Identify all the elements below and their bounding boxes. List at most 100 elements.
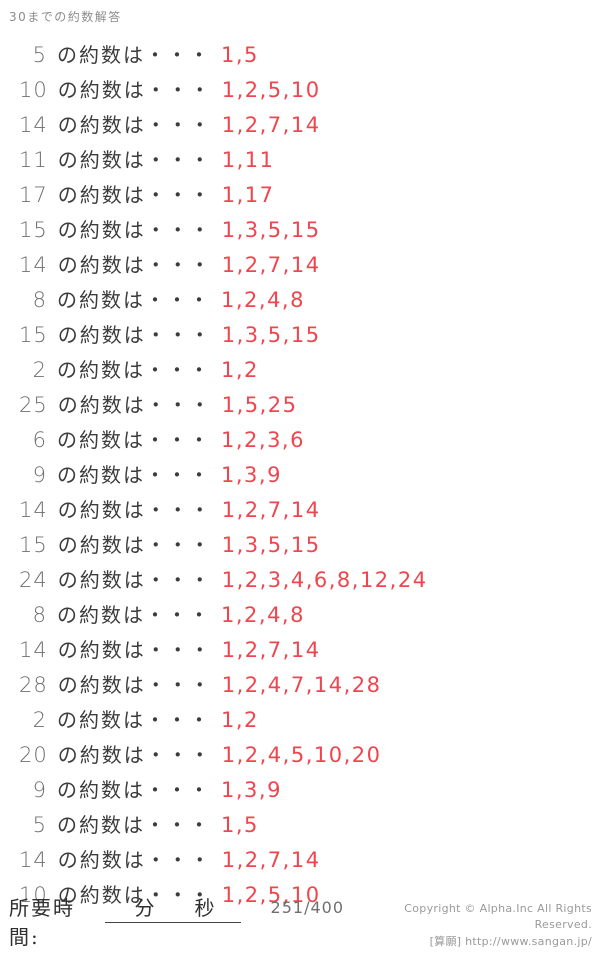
page-title: 30までの約数解答 — [9, 10, 122, 24]
row-answer: 1,2 — [221, 358, 259, 382]
row-number: 15 — [19, 323, 48, 347]
copyright: Copyright © Alpha.Inc All Rights Reserve… — [344, 901, 592, 951]
row-answer: 1,2,4,5,10,20 — [221, 743, 382, 767]
row-label: の約数は・・・ — [57, 848, 212, 872]
page-indicator: 251/400 — [270, 898, 344, 917]
divisor-row: 25 の約数は・・・ 1,5,25 — [0, 388, 600, 423]
divisor-row: 14 の約数は・・・ 1,2,7,14 — [0, 633, 600, 668]
row-label: の約数は・・・ — [57, 253, 212, 277]
row-label: の約数は・・・ — [57, 218, 212, 242]
row-answer: 1,2,4,8 — [221, 603, 305, 627]
row-label: の約数は・・・ — [57, 183, 212, 207]
row-label: の約数は・・・ — [57, 393, 212, 417]
row-number: 20 — [19, 743, 48, 767]
row-number: 2 — [32, 358, 47, 382]
row-number: 25 — [19, 393, 48, 417]
row-label: の約数は・・・ — [57, 813, 211, 837]
row-label: の約数は・・・ — [57, 428, 211, 452]
row-answer: 1,5,25 — [221, 393, 298, 417]
row-number: 14 — [19, 498, 48, 522]
row-number: 10 — [19, 883, 48, 907]
row-answer: 1,2,7,14 — [221, 848, 321, 872]
row-number: 15 — [19, 218, 48, 242]
row-number: 15 — [19, 533, 48, 557]
divisor-row: 15 の約数は・・・ 1,3,5,15 — [0, 318, 600, 353]
row-number: 5 — [32, 813, 47, 837]
row-label: の約数は・・・ — [57, 463, 211, 487]
row-number: 14 — [19, 848, 48, 872]
divisor-row: 11 の約数は・・・ 1,11 — [0, 143, 600, 178]
divisor-list: 5 の約数は・・・ 1,5 10 の約数は・・・ 1,2,5,10 14 の約数… — [0, 38, 600, 913]
row-label: の約数は・・・ — [57, 113, 212, 137]
row-label: の約数は・・・ — [57, 78, 212, 102]
time-required-label: 所要時間: — [9, 896, 75, 949]
row-label: の約数は・・・ — [57, 778, 211, 802]
row-number: 5 — [32, 43, 47, 67]
divisor-row: 10 の約数は・・・ 1,2,5,10 — [0, 878, 600, 913]
row-number: 9 — [32, 778, 47, 802]
time-blank-line: 分 秒 — [104, 892, 241, 923]
row-answer: 1,3,9 — [221, 778, 282, 802]
copyright-line2: [算願] http://www.sangan.jp/ — [429, 934, 592, 948]
row-label: の約数は・・・ — [57, 883, 212, 907]
divisor-row: 14 の約数は・・・ 1,2,7,14 — [0, 248, 600, 283]
divisor-row: 24 の約数は・・・ 1,2,3,4,6,8,12,24 — [0, 563, 600, 598]
row-number: 14 — [19, 638, 48, 662]
row-label: の約数は・・・ — [57, 358, 211, 382]
row-answer: 1,2,7,14 — [221, 498, 321, 522]
time-required-section: 所要時間: 分 秒 251/400 — [9, 892, 344, 950]
row-label: の約数は・・・ — [57, 603, 211, 627]
row-label: の約数は・・・ — [57, 708, 211, 732]
row-number: 9 — [32, 463, 47, 487]
row-label: の約数は・・・ — [57, 43, 211, 67]
divisor-row: 15 の約数は・・・ 1,3,5,15 — [0, 213, 600, 248]
row-answer: 1,3,5,15 — [221, 218, 321, 242]
row-answer: 1,3,5,15 — [221, 323, 321, 347]
row-answer: 1,2,7,14 — [221, 638, 321, 662]
divisor-row: 15 の約数は・・・ 1,3,5,15 — [0, 528, 600, 563]
divisor-row: 9 の約数は・・・ 1,3,9 — [0, 458, 600, 493]
divisor-row: 10 の約数は・・・ 1,2,5,10 — [0, 73, 600, 108]
divisor-row: 20 の約数は・・・ 1,2,4,5,10,20 — [0, 738, 600, 773]
divisor-row: 14 の約数は・・・ 1,2,7,14 — [0, 108, 600, 143]
row-label: の約数は・・・ — [57, 498, 212, 522]
row-answer: 1,2,7,14 — [221, 113, 321, 137]
row-answer: 1,2,3,6 — [221, 428, 305, 452]
row-answer: 1,2,5,10 — [221, 78, 321, 102]
row-label: の約数は・・・ — [57, 638, 212, 662]
row-answer: 1,2,4,7,14,28 — [221, 673, 382, 697]
divisor-row: 8 の約数は・・・ 1,2,4,8 — [0, 598, 600, 633]
row-answer: 1,3,9 — [221, 463, 282, 487]
row-number: 28 — [19, 673, 48, 697]
row-answer: 1,2 — [221, 708, 259, 732]
row-label: の約数は・・・ — [57, 148, 212, 172]
divisor-row: 2 の約数は・・・ 1,2 — [0, 353, 600, 388]
copyright-line1: Copyright © Alpha.Inc All Rights Reserve… — [404, 901, 592, 932]
divisor-row: 2 の約数は・・・ 1,2 — [0, 703, 600, 738]
row-answer: 1,2,4,8 — [221, 288, 305, 312]
row-answer: 1,2,5,10 — [221, 883, 321, 907]
row-answer: 1,2,7,14 — [221, 253, 321, 277]
divisor-row: 5 の約数は・・・ 1,5 — [0, 808, 600, 843]
divisor-row: 9 の約数は・・・ 1,3,9 — [0, 773, 600, 808]
row-label: の約数は・・・ — [57, 743, 212, 767]
row-answer: 1,17 — [221, 183, 275, 207]
row-number: 8 — [32, 288, 47, 312]
row-number: 6 — [32, 428, 47, 452]
divisor-row: 5 の約数は・・・ 1,5 — [0, 38, 600, 73]
row-answer: 1,3,5,15 — [221, 533, 321, 557]
row-answer: 1,2,3,4,6,8,12,24 — [221, 568, 428, 592]
row-label: の約数は・・・ — [57, 288, 211, 312]
row-answer: 1,5 — [221, 813, 259, 837]
row-answer: 1,5 — [221, 43, 259, 67]
row-number: 14 — [19, 113, 48, 137]
row-number: 10 — [19, 78, 48, 102]
divisor-row: 8 の約数は・・・ 1,2,4,8 — [0, 283, 600, 318]
divisor-row: 14 の約数は・・・ 1,2,7,14 — [0, 493, 600, 528]
row-answer: 1,11 — [221, 148, 275, 172]
row-number: 11 — [19, 148, 48, 172]
row-number: 14 — [19, 253, 48, 277]
row-number: 17 — [19, 183, 48, 207]
row-number: 2 — [32, 708, 47, 732]
